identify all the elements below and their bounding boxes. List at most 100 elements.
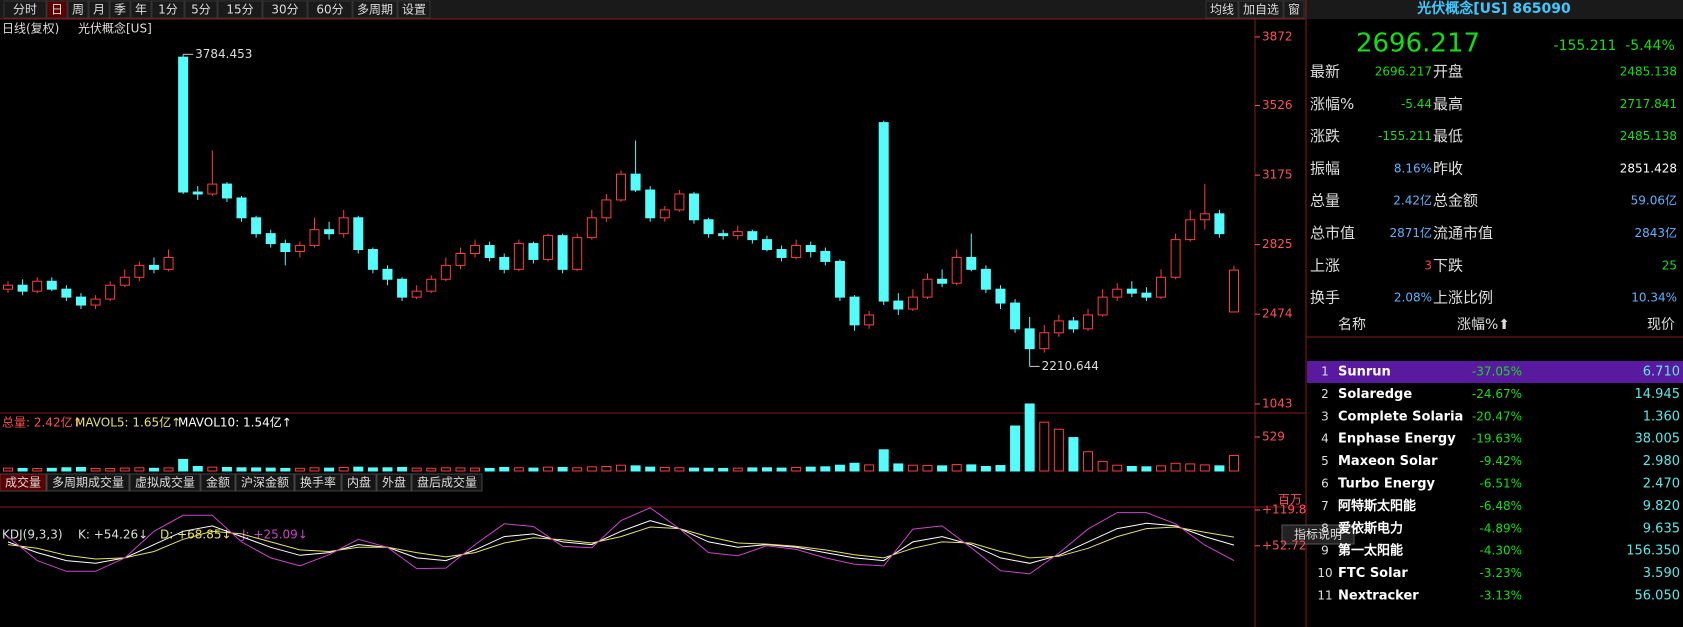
toolbar-label[interactable]: 日 [51,3,63,17]
stock-price[interactable]: 2.980 [1643,454,1680,469]
rank[interactable]: 5 [1321,454,1329,468]
candle-body [718,233,729,237]
stock-pct[interactable]: -24.67% [1472,387,1522,401]
rank[interactable]: 3 [1321,409,1329,423]
toolbar-button[interactable] [262,0,308,19]
toolbar-button[interactable] [88,0,110,19]
rank[interactable]: 10 [1317,566,1332,580]
toolbar-label[interactable]: 多周期 [357,3,393,17]
stock-pct[interactable]: -4.30% [1480,544,1522,558]
stock-name[interactable]: Sunrun [1338,365,1391,380]
stock-price[interactable]: 9.635 [1643,521,1680,536]
tab[interactable] [376,473,412,492]
stock-name[interactable]: 阿特斯太阳能 [1338,498,1416,514]
tab-label[interactable]: 内盘 [347,475,371,490]
toolbar-label[interactable]: 加自选 [1243,3,1279,17]
tab[interactable] [235,473,295,492]
tab-label[interactable]: 金额 [206,475,230,490]
rank[interactable]: 11 [1317,589,1332,603]
stock-name[interactable]: Turbo Energy [1338,477,1436,492]
tab[interactable] [46,473,130,492]
toolbar-button[interactable] [130,0,152,19]
stock-pct[interactable]: -3.23% [1480,566,1522,580]
stock-price[interactable]: 3.590 [1643,566,1680,581]
toolbar-button[interactable] [1205,0,1239,19]
rank[interactable]: 1 [1321,365,1329,379]
stock-name[interactable]: 第一太阳能 [1338,543,1403,559]
tab[interactable] [294,473,342,492]
tab-label[interactable]: 虚拟成交量 [135,475,195,490]
stock-price[interactable]: 14.945 [1635,387,1681,402]
stock-name[interactable]: Solaredge [1338,387,1412,402]
stock-price[interactable]: 38.005 [1635,432,1681,447]
stock-pct[interactable]: -19.63% [1472,432,1522,446]
stock-pct[interactable]: -6.51% [1480,477,1522,491]
toolbar-label[interactable]: 15分 [226,3,253,17]
toolbar-button[interactable] [1238,0,1284,19]
tab[interactable] [0,473,47,492]
stock-price[interactable]: 9.820 [1643,499,1680,514]
tab-label[interactable]: 外盘 [382,475,406,490]
toolbar-button[interactable] [217,0,263,19]
rank[interactable]: 9 [1321,544,1329,558]
y-tick-label: 1043 [1262,396,1293,410]
stock-name[interactable]: Maxeon Solar [1338,454,1438,469]
toolbar-label[interactable]: 窗 [1288,3,1300,17]
toolbar-button[interactable] [397,0,431,19]
stock-name[interactable]: Enphase Energy [1338,432,1456,447]
candle-body [1097,296,1108,316]
stock-price[interactable]: 1.360 [1643,409,1680,424]
stock-price[interactable]: 56.050 [1635,589,1681,604]
tab[interactable] [411,473,483,492]
rank[interactable]: 2 [1321,387,1329,401]
stock-pct[interactable]: -20.47% [1472,409,1522,423]
toolbar-label[interactable]: 分时 [13,3,37,17]
toolbar-label[interactable]: 60分 [316,3,343,17]
toolbar-button[interactable] [151,0,185,19]
stock-pct[interactable]: -9.42% [1480,454,1522,468]
toolbar-button[interactable] [3,0,47,19]
stock-pct[interactable]: -4.89% [1480,521,1522,535]
rank[interactable]: 4 [1321,432,1329,446]
toolbar-label[interactable]: 季 [114,3,126,17]
rank[interactable]: 7 [1321,499,1329,513]
toolbar-button[interactable] [46,0,68,19]
toolbar-label[interactable]: 1分 [158,3,178,17]
help-button[interactable] [1281,524,1355,545]
toolbar-label[interactable]: 30分 [271,3,298,17]
rank[interactable]: 6 [1321,477,1329,491]
tab-label[interactable]: 换手率 [300,475,336,490]
toolbar-button[interactable] [109,0,131,19]
stock-name[interactable]: FTC Solar [1338,566,1408,581]
tab-label[interactable]: 成交量 [5,475,41,490]
stock-price[interactable]: 156.350 [1626,544,1680,559]
toolbar-label[interactable]: 周 [72,3,84,17]
tab[interactable] [129,473,201,492]
toolbar-button[interactable] [352,0,398,19]
stock-pct[interactable]: -37.05% [1472,365,1522,379]
stock-name[interactable]: 爱依斯电力 [1338,520,1403,536]
toolbar-label[interactable]: 5分 [191,3,211,17]
toolbar-label[interactable]: 月 [93,3,105,17]
tab-label[interactable]: 沪深金额 [241,475,289,490]
stock-price[interactable]: 2.470 [1643,477,1680,492]
toolbar-label[interactable]: 年 [135,3,147,17]
tab-label[interactable]: 盘后成交量 [417,475,477,490]
stock-name[interactable]: Complete Solaria [1338,409,1463,424]
tab-label[interactable]: 多周期成交量 [52,475,124,490]
stock-name[interactable]: Nextracker [1338,589,1419,604]
toolbar-button[interactable] [67,0,89,19]
toolbar-label[interactable]: 设置 [402,3,426,17]
toolbar-button[interactable] [184,0,218,19]
quote-label: 昨收 [1433,159,1463,177]
help-text[interactable]: 指标说明 [1294,527,1342,542]
tab[interactable] [200,473,236,492]
toolbar-button[interactable] [1283,0,1305,19]
stock-pct[interactable]: -3.13% [1480,589,1522,603]
toolbar-button[interactable] [307,0,353,19]
tab[interactable] [341,473,377,492]
toolbar-label[interactable]: 均线 [1210,3,1234,17]
rank[interactable]: 8 [1321,521,1329,535]
stock-pct[interactable]: -6.48% [1480,499,1522,513]
stock-price[interactable]: 6.710 [1643,365,1680,380]
